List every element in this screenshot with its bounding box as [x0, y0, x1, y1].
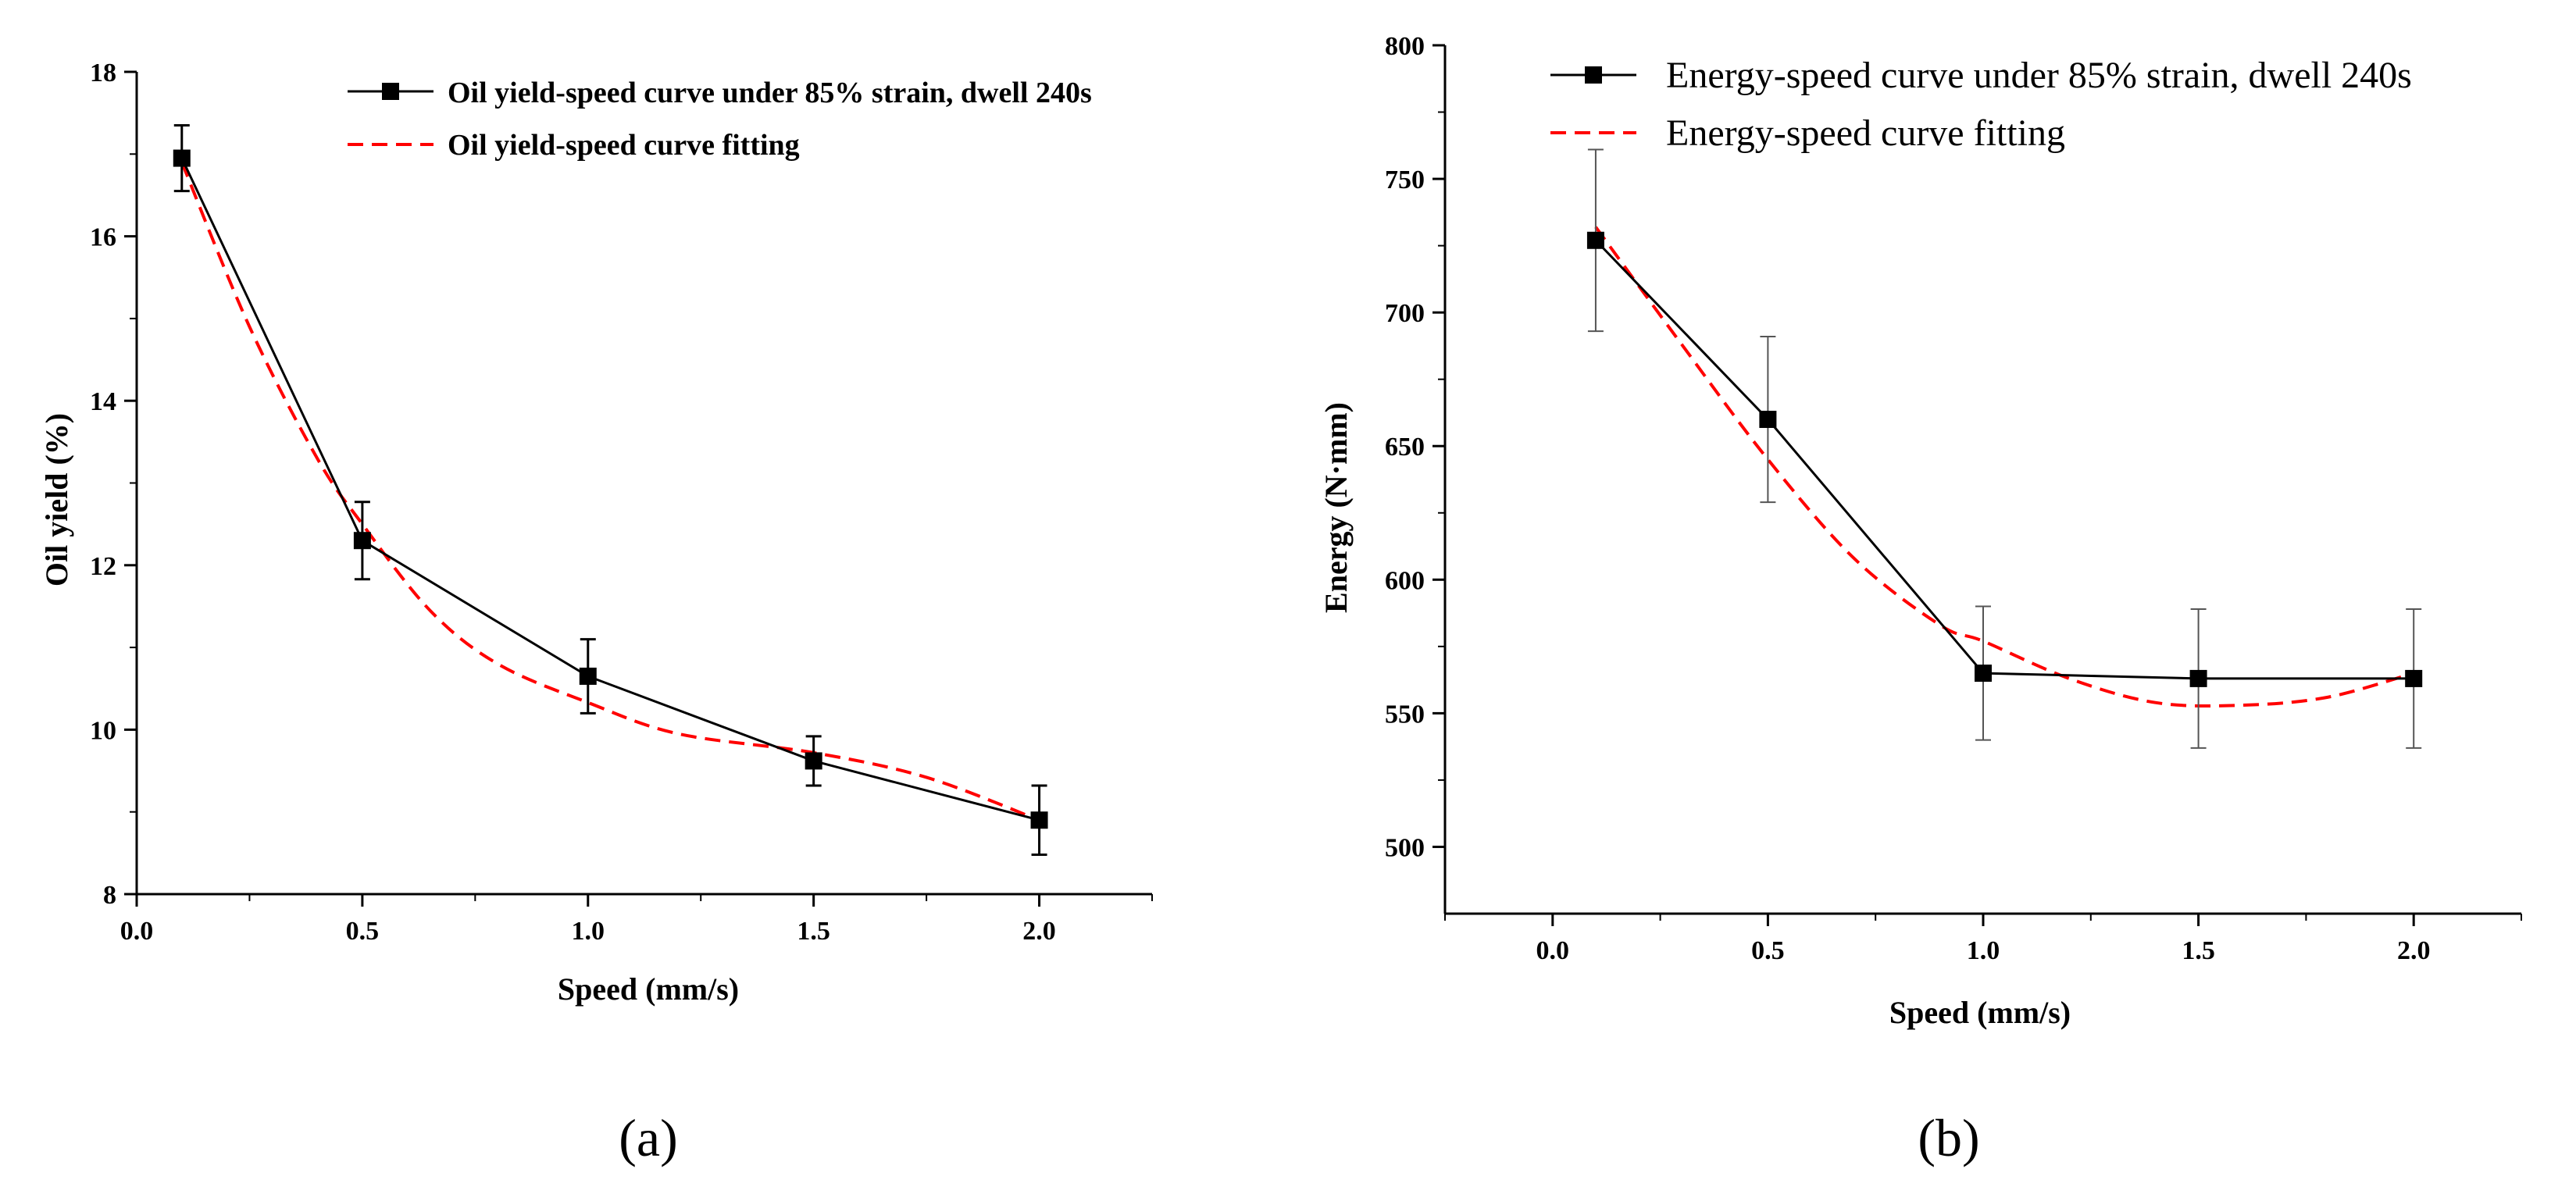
chart-a-legend: Oil yield-speed curve under 85% strain, …	[348, 77, 1092, 162]
chart-b-data-point	[2189, 669, 2207, 687]
chart-a-data-point	[805, 752, 822, 770]
chart-b-y-tick-label: 600	[1385, 566, 1425, 595]
chart-a-x-tick-label: 2.0	[1022, 917, 1056, 946]
chart-b: 0.0 0.5 1.0 1.5 2.0 500 550 600 650 700 750 800 Spe…	[1318, 32, 2522, 1167]
chart-a-y-tick-label: 12	[90, 552, 116, 581]
chart-a-panel-label: (a)	[619, 1108, 677, 1167]
chart-b-data-point	[1586, 231, 1604, 249]
chart-b-y-tick-label: 700	[1385, 299, 1425, 328]
chart-a-data-line	[180, 157, 1040, 822]
chart-b-x-tick-label: 1.5	[2182, 936, 2215, 965]
chart-b-panel-label: (b)	[1918, 1108, 1979, 1167]
chart-b-x-tick-label: 2.0	[2397, 936, 2431, 965]
chart-b-y-axis-label: Energy (N·mm)	[1318, 402, 1354, 613]
chart-b-x-tick-label: 0.5	[1751, 936, 1785, 965]
chart-b-data-point	[1759, 411, 1777, 429]
chart-a-fit-line	[180, 162, 1040, 822]
chart-b-ticks: 0.0 0.5 1.0 1.5 2.0 500 550 600 650 700 750 800	[1385, 32, 2522, 965]
chart-a-x-tick-label: 1.5	[797, 917, 830, 946]
chart-a-y-tick-label: 16	[90, 223, 116, 252]
chart-b-data-point	[1975, 665, 1992, 683]
chart-b-data-point	[2405, 669, 2423, 687]
chart-b-y-tick-label: 750	[1385, 166, 1425, 194]
chart-a-y-tick-label: 18	[90, 59, 116, 87]
chart-a-data-point	[173, 149, 191, 167]
chart-b-fit-series	[1594, 226, 2414, 708]
chart-b-axes	[1443, 45, 2521, 915]
chart-a-y-axis-label: Oil yield (%)	[39, 413, 74, 586]
chart-a-y-tick-label: 14	[90, 387, 116, 416]
chart-a-y-tick-label: 10	[90, 716, 116, 745]
chart-a-x-tick-label: 0.5	[346, 917, 380, 946]
chart-a-x-tick-label: 0.0	[120, 917, 154, 946]
chart-a-fit-series	[180, 162, 1040, 822]
chart-b-data-series	[1586, 148, 2423, 749]
chart-b-y-tick-label: 550	[1385, 700, 1425, 729]
chart-a-ticks: 0.0 0.5 1.0 1.5 2.0 8 10 12 14 16 18	[90, 59, 1153, 946]
chart-b-data-line	[1594, 239, 2414, 680]
chart-b-legend-data-marker	[1585, 66, 1602, 84]
chart-a-legend-data-marker	[382, 83, 399, 100]
chart-b-y-tick-label: 800	[1385, 32, 1425, 61]
chart-a-x-tick-label: 1.0	[572, 917, 605, 946]
chart-a-legend-data-label: Oil yield-speed curve under 85% strain, …	[448, 77, 1092, 109]
chart-a-data-series	[173, 123, 1048, 856]
chart-b-x-tick-label: 1.0	[1967, 936, 2000, 965]
chart-b-legend-data-label: Energy-speed curve under 85% strain, dwe…	[1666, 55, 2412, 96]
chart-b-x-axis-label: Speed (mm/s)	[1889, 995, 2071, 1030]
chart-a-legend-fit-label: Oil yield-speed curve fitting	[448, 129, 800, 162]
chart-b-y-tick-label: 650	[1385, 433, 1425, 462]
chart-b-fit-line	[1594, 226, 2414, 708]
chart-a-data-point	[1030, 811, 1048, 829]
chart-a-data-point	[579, 667, 597, 685]
chart-a-y-tick-label: 8	[103, 881, 116, 910]
chart-b-legend-fit-label: Energy-speed curve fitting	[1666, 112, 2065, 154]
chart-b-legend: Energy-speed curve under 85% strain, dwe…	[1550, 55, 2412, 154]
chart-a-axes	[135, 72, 1152, 896]
chart-b-y-tick-label: 500	[1385, 833, 1425, 862]
chart-a-data-point	[353, 532, 371, 550]
chart-a-x-axis-label: Speed (mm/s)	[558, 971, 739, 1007]
chart-b-x-tick-label: 0.0	[1536, 936, 1570, 965]
